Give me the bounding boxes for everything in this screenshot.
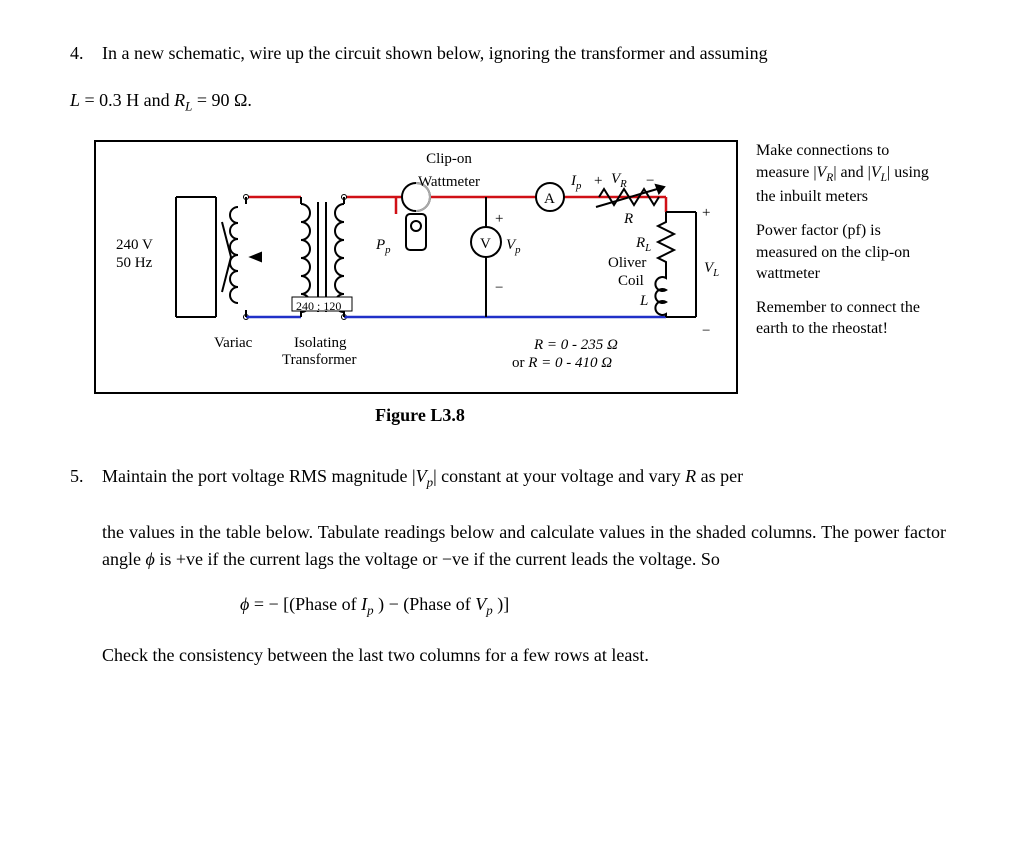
vr-label: VR	[611, 168, 627, 192]
l-label: L	[640, 290, 648, 313]
q4-number: 4.	[70, 40, 102, 67]
figure-caption: Figure L3.8	[70, 402, 770, 429]
q4-text: In a new schematic, wire up the circuit …	[102, 40, 946, 67]
vr-plus: +	[594, 170, 602, 193]
variac-label: Variac	[214, 332, 252, 355]
question-4: 4. In a new schematic, wire up the circu…	[70, 40, 946, 67]
wattmeter-label: Clip-on Wattmeter	[404, 148, 494, 193]
vl-plus: +	[702, 202, 710, 225]
vl-label: VL	[704, 257, 719, 281]
pp-label: Pp	[376, 234, 391, 258]
vp-minus: −	[495, 277, 503, 300]
q5-number: 5.	[70, 463, 102, 490]
vl-minus: −	[702, 320, 710, 343]
figure-block: Clip-on Wattmeter 240 V 50 Hz Variac Iso…	[94, 140, 946, 394]
r-label: R	[624, 208, 633, 231]
range2: or R = 0 - 410 Ω	[512, 352, 612, 375]
note-2: Power factor (pf) is measured on the cli…	[756, 220, 946, 285]
q4-params: L = 0.3 H and RL = 90 Ω.	[70, 87, 946, 116]
note-1: Make connections to measure |VR| and |VL…	[756, 140, 946, 208]
q5-equation: ϕ = − [(Phase of Ip ) − (Phase of Vp )]	[240, 591, 946, 620]
q5-check: Check the consistency between the last t…	[70, 642, 946, 669]
side-notes: Make connections to measure |VR| and |VL…	[756, 140, 946, 352]
vr-minus: −	[646, 170, 654, 193]
circuit-diagram: Clip-on Wattmeter 240 V 50 Hz Variac Iso…	[94, 140, 738, 394]
note-3: Remember to connect the earth to the rhe…	[756, 297, 946, 340]
q5-body: Maintain the port voltage RMS magnitude …	[102, 463, 946, 573]
source-hz: 50 Hz	[116, 252, 152, 275]
question-5: 5. Maintain the port voltage RMS magnitu…	[70, 463, 946, 573]
vp-label: Vp	[506, 234, 521, 258]
ip-label: Ip	[571, 170, 581, 194]
iso-label-2: Transformer	[282, 349, 356, 372]
vp-plus: +	[495, 208, 503, 231]
ratio-label: 240 : 120	[296, 297, 341, 315]
v-meter: V	[480, 233, 491, 256]
a-meter: A	[544, 188, 555, 211]
